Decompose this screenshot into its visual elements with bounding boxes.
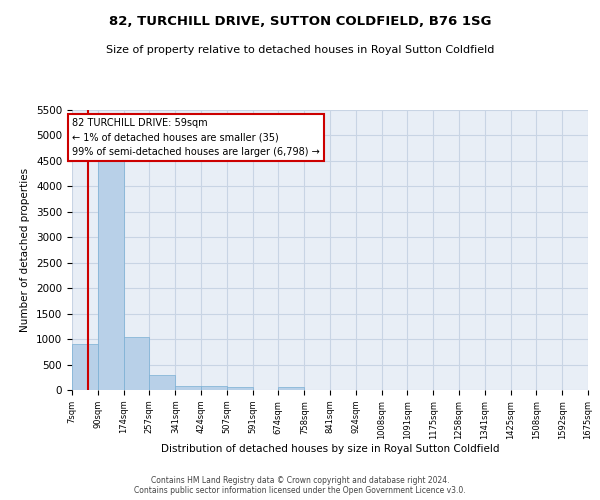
X-axis label: Distribution of detached houses by size in Royal Sutton Coldfield: Distribution of detached houses by size …	[161, 444, 499, 454]
Bar	[175, 386, 201, 390]
Text: 82, TURCHILL DRIVE, SUTTON COLDFIELD, B76 1SG: 82, TURCHILL DRIVE, SUTTON COLDFIELD, B7…	[109, 15, 491, 28]
Bar	[149, 375, 175, 390]
Bar	[72, 344, 98, 390]
Y-axis label: Number of detached properties: Number of detached properties	[20, 168, 31, 332]
Text: Contains HM Land Registry data © Crown copyright and database right 2024.
Contai: Contains HM Land Registry data © Crown c…	[134, 476, 466, 495]
Text: Size of property relative to detached houses in Royal Sutton Coldfield: Size of property relative to detached ho…	[106, 45, 494, 55]
Text: 82 TURCHILL DRIVE: 59sqm
← 1% of detached houses are smaller (35)
99% of semi-de: 82 TURCHILL DRIVE: 59sqm ← 1% of detache…	[73, 118, 320, 157]
Bar	[124, 336, 149, 390]
Bar	[98, 158, 124, 390]
Bar	[201, 386, 227, 390]
Bar	[278, 387, 304, 390]
Bar	[227, 387, 253, 390]
